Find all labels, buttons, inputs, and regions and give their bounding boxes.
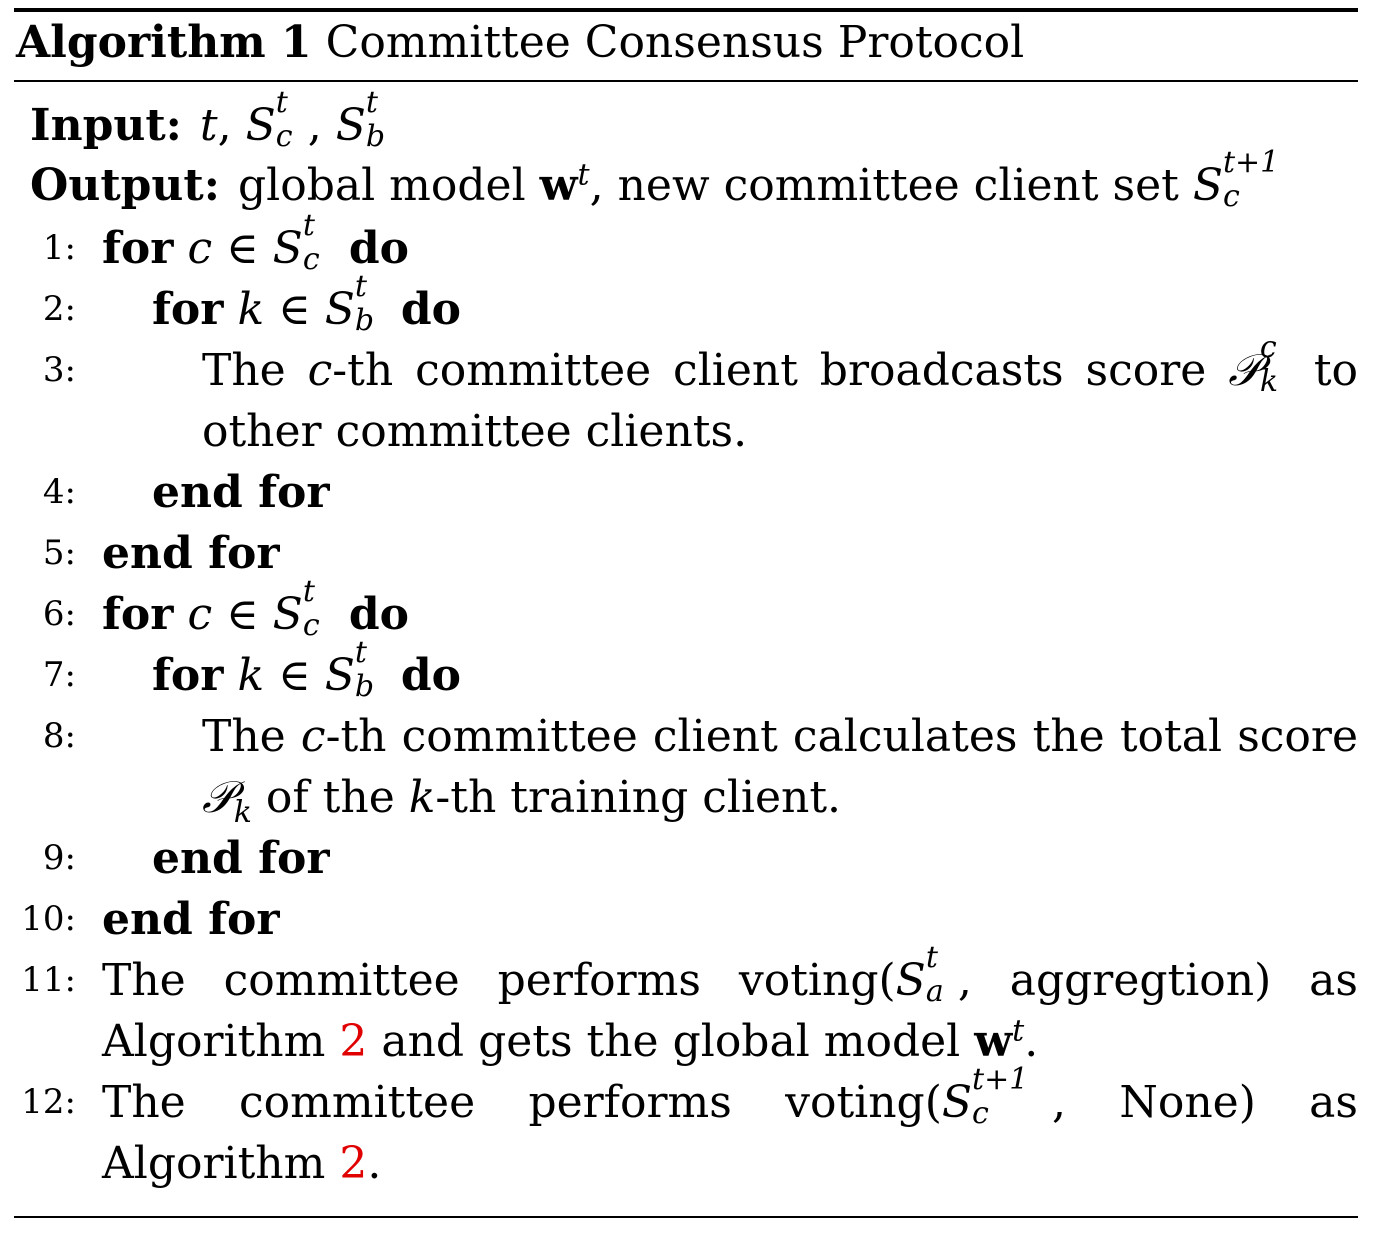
keyword-end-for: end for [102, 528, 280, 579]
line-number: 10: [21, 899, 76, 939]
line-number: 12: [21, 1082, 76, 1122]
keyword-for: for [102, 223, 174, 274]
output-line: Output: global model wt, new committee cl… [30, 145, 1280, 214]
algorithm-block: Algorithm 1 Committee Consensus Protocol… [14, 8, 1358, 1194]
caption-rule [14, 80, 1358, 82]
line-number: 11: [21, 960, 76, 1000]
algo-line-10: 10: end for [14, 889, 1358, 950]
line11-text-b: , aggregtion) as Algorithm [102, 955, 1358, 1067]
keyword-for: for [152, 284, 224, 335]
line3-text-b: -th committee client broadcasts score [332, 345, 1207, 396]
algorithm-caption: Algorithm 1 Committee Consensus Protocol [14, 12, 1358, 74]
algorithm-title: Committee Consensus Protocol [325, 17, 1025, 68]
line-number: 5: [42, 533, 76, 573]
output-label: Output: [30, 160, 220, 211]
bottom-rule [14, 1216, 1358, 1218]
line-number: 2: [42, 289, 76, 329]
line12-text-a: The committee performs voting( [102, 1077, 942, 1128]
keyword-end-for: end for [152, 833, 330, 884]
algo-line-12: 12: The committee performs voting(S t+1 c,… [14, 1065, 1358, 1194]
keyword-do: do [348, 223, 409, 274]
input-label: Input: [30, 100, 182, 151]
line-number: 1: [42, 228, 76, 268]
line8-text-b: -th committee client calculates the tota… [325, 711, 1358, 762]
line8-text-a: The [202, 711, 286, 762]
algo-line-3: 3: The c-th committee client broadcasts … [14, 333, 1358, 462]
keyword-end-for: end for [102, 894, 280, 945]
line-number: 7: [42, 655, 76, 695]
line3-text-a: The [202, 345, 286, 396]
keyword-end-for: end for [152, 467, 330, 518]
keyword-for: for [152, 650, 224, 701]
line-number: 3: [42, 350, 76, 390]
line11-text-c: and gets the global model [381, 1016, 961, 1067]
line8-text-d: -th training client. [435, 772, 842, 823]
algo-line-11: 11: The committee performs voting(S t a, a… [14, 943, 1358, 1072]
algorithm-label: Algorithm 1 [16, 17, 312, 68]
algo-line-5: 5: end for [14, 523, 1358, 584]
line-number: 9: [42, 838, 76, 878]
algorithm-ref-link[interactable]: 2 [339, 1138, 368, 1189]
algo-line-9: 9: end for [14, 828, 1358, 889]
algo-line-8: 8: The c-th committee client calculates … [14, 706, 1358, 828]
keyword-for: for [102, 589, 174, 640]
keyword-do: do [400, 650, 461, 701]
output-text-b: , new committee client set [589, 160, 1179, 211]
keyword-do: do [400, 284, 461, 335]
output-text-a: global model [237, 160, 526, 211]
line-number: 8: [42, 716, 76, 756]
algorithm-ref-link[interactable]: 2 [339, 1016, 368, 1067]
line11-text-a: The committee performs voting( [102, 955, 896, 1006]
line-number: 6: [42, 594, 76, 634]
line3-text-c: to other committee clients. [202, 345, 1358, 457]
line12-text-b: , None) as Algorithm [102, 1077, 1358, 1189]
line-number: 4: [42, 472, 76, 512]
top-rule [14, 8, 1358, 12]
algo-line-4: 4: end for [14, 462, 1358, 523]
line8-text-c: of the [265, 772, 395, 823]
keyword-do: do [348, 589, 409, 640]
